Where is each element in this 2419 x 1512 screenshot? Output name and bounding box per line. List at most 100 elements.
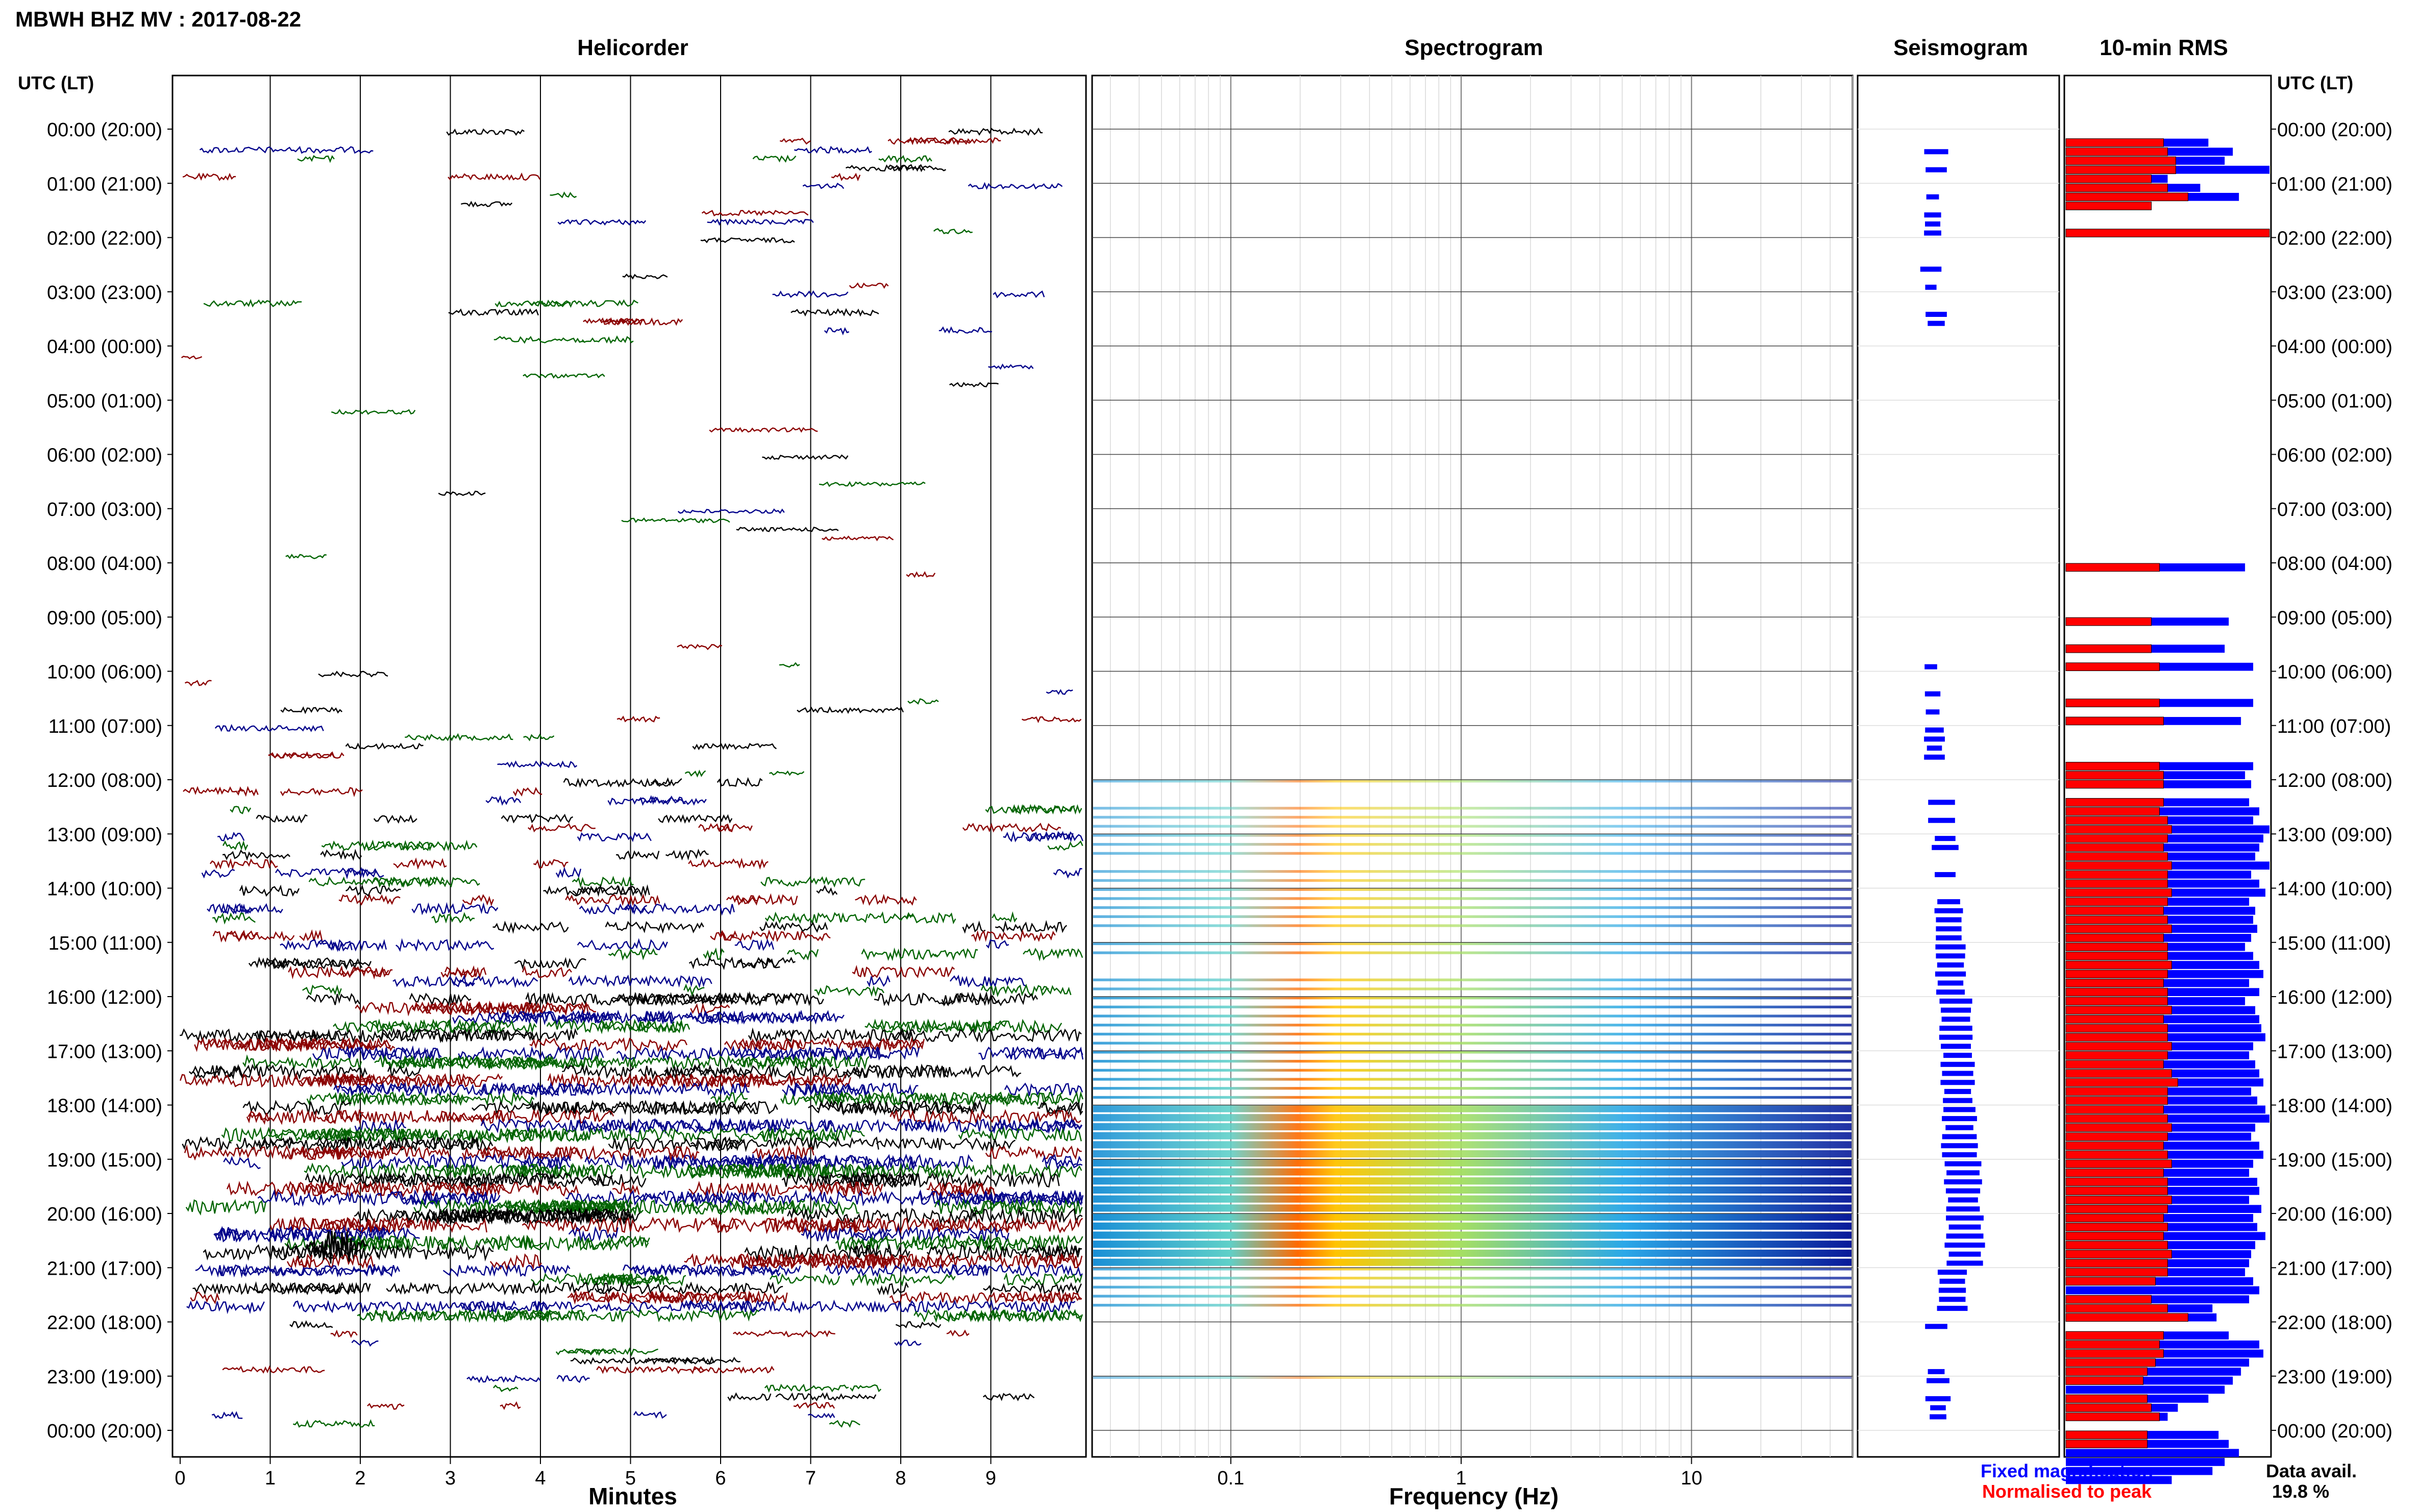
helicorder-trace [239, 884, 300, 897]
helicorder-trace [563, 777, 673, 788]
spectrogram-row [1093, 1051, 1852, 1054]
helicorder-trace [968, 1028, 1082, 1043]
helicorder-trace [816, 884, 838, 896]
rms-fixed-bar [2066, 1467, 2213, 1475]
helicorder-trace [452, 1009, 676, 1026]
helicorder-trace [814, 985, 884, 997]
helicorder-trace [333, 1081, 559, 1098]
hour-label: 00:00 (20:00) [47, 1421, 162, 1442]
seismogram-frame [1857, 75, 2060, 1458]
hour-label: 06:00 (02:00) [47, 445, 162, 466]
rms-normalised-bar [2065, 1340, 2160, 1349]
rms-normalised-bar [2065, 1114, 2168, 1123]
rms-normalised-bar [2065, 1087, 2168, 1096]
helicorder-trace [319, 1218, 392, 1234]
helicorder-trace [914, 1309, 984, 1323]
seismogram-envelope [1939, 998, 1972, 1004]
spectrogram-row [1093, 951, 1852, 954]
legend-fixed: Fixed magnification [1981, 1460, 2153, 1481]
helicorder-trace [182, 1136, 232, 1152]
frequency-tick-label: 10 [1681, 1468, 1702, 1489]
rms-normalised-bar [2065, 1223, 2168, 1231]
seismogram-envelope [1940, 1080, 1975, 1085]
seismogram-envelope [1944, 1242, 1985, 1248]
helicorder-trace [984, 1234, 1083, 1252]
helicorder-trace [926, 1162, 1082, 1179]
seismogram-envelope [1928, 1369, 1945, 1374]
helicorder-trace [677, 643, 723, 650]
spectrogram-row [1093, 1204, 1852, 1212]
seismogram-envelope [1940, 1061, 1975, 1067]
spectrogram-row [1093, 870, 1852, 873]
rms-normalised-bar [2065, 970, 2168, 979]
seismogram-envelope [1935, 872, 1956, 877]
helicorder-trace [985, 1145, 1082, 1160]
rms-normalised-bar [2065, 933, 2164, 943]
hour-label: 00:00 (20:00) [2277, 1421, 2392, 1442]
rms-normalised-bar [2065, 1060, 2164, 1069]
helicorder-trace [759, 921, 828, 933]
helicorder-trace [460, 201, 513, 208]
seismogram-envelope [1927, 1378, 1949, 1383]
rms-normalised-bar [2065, 870, 2168, 879]
hour-label: 04:00 (00:00) [2277, 336, 2392, 358]
helicorder-trace [448, 172, 541, 181]
seismogram-envelope [1924, 212, 1941, 218]
helicorder-trace [573, 1118, 790, 1135]
helicorder-trace [344, 867, 378, 878]
helicorder-trace [186, 1300, 265, 1315]
helicorder-trace [316, 1135, 480, 1152]
hour-label: 15:00 (11:00) [2277, 933, 2391, 954]
rms-normalised-bar [2065, 165, 2176, 175]
seismogram-envelope [1930, 1414, 1946, 1420]
helicorder-trace [616, 1046, 734, 1061]
helicorder-trace [817, 1100, 977, 1116]
helicorder-trace [550, 1200, 615, 1214]
spectrogram-row [1093, 1249, 1852, 1257]
helicorder-trace [732, 1329, 835, 1337]
helicorder-trace [522, 965, 572, 978]
helicorder-trace [533, 859, 569, 869]
helicorder-trace [522, 1216, 739, 1234]
helicorder-trace [493, 336, 584, 344]
rms-normalised-bar [2065, 1367, 2148, 1376]
helicorder-trace [764, 911, 868, 925]
rms-fixed-bar [2066, 1286, 2260, 1295]
rms-normalised-bar [2065, 1304, 2168, 1313]
helicorder-trace [822, 535, 894, 541]
helicorder-trace [817, 1171, 914, 1188]
seismogram-envelope [1936, 917, 1962, 923]
helicorder-trace [831, 172, 861, 182]
helicorder-trace [690, 1002, 730, 1014]
helicorder-trace [1021, 716, 1082, 723]
spectrogram-row [1093, 897, 1852, 900]
helicorder-trace [760, 1218, 880, 1234]
helicorder-trace [340, 1236, 411, 1253]
helicorder-trace [974, 1217, 1021, 1234]
rms-normalised-bar [2065, 1403, 2152, 1412]
helicorder-trace [807, 1412, 835, 1419]
seismogram-envelope [1926, 312, 1947, 317]
helicorder-trace [630, 1263, 801, 1278]
seismogram-envelope [1941, 1044, 1971, 1049]
rms-normalised-bar [2065, 951, 2168, 960]
helicorder-trace [874, 991, 1038, 1006]
hour-label: 01:00 (21:00) [47, 173, 162, 195]
seismogram-envelope [1924, 691, 1941, 697]
helicorder-trace [505, 1126, 673, 1143]
spectrogram-row [1093, 852, 1852, 855]
helicorder-trace [396, 938, 495, 952]
helicorder-trace [292, 1217, 415, 1233]
hour-label: 03:00 (23:00) [2277, 282, 2392, 304]
helicorder-trace [222, 1365, 325, 1374]
helicorder-trace [492, 921, 569, 934]
helicorder-trace [393, 857, 447, 870]
helicorder-trace [802, 182, 845, 189]
rms-normalised-bar [2065, 979, 2164, 987]
figure-title: MBWH BHZ MV : 2017-08-22 [15, 7, 301, 31]
helicorder-trace [486, 1234, 544, 1251]
spectrogram-row [1093, 780, 1852, 783]
frequency-tick-label: 0.1 [1217, 1468, 1244, 1489]
spectrogram-row [1093, 1222, 1852, 1230]
helicorder-trace [316, 1109, 364, 1124]
